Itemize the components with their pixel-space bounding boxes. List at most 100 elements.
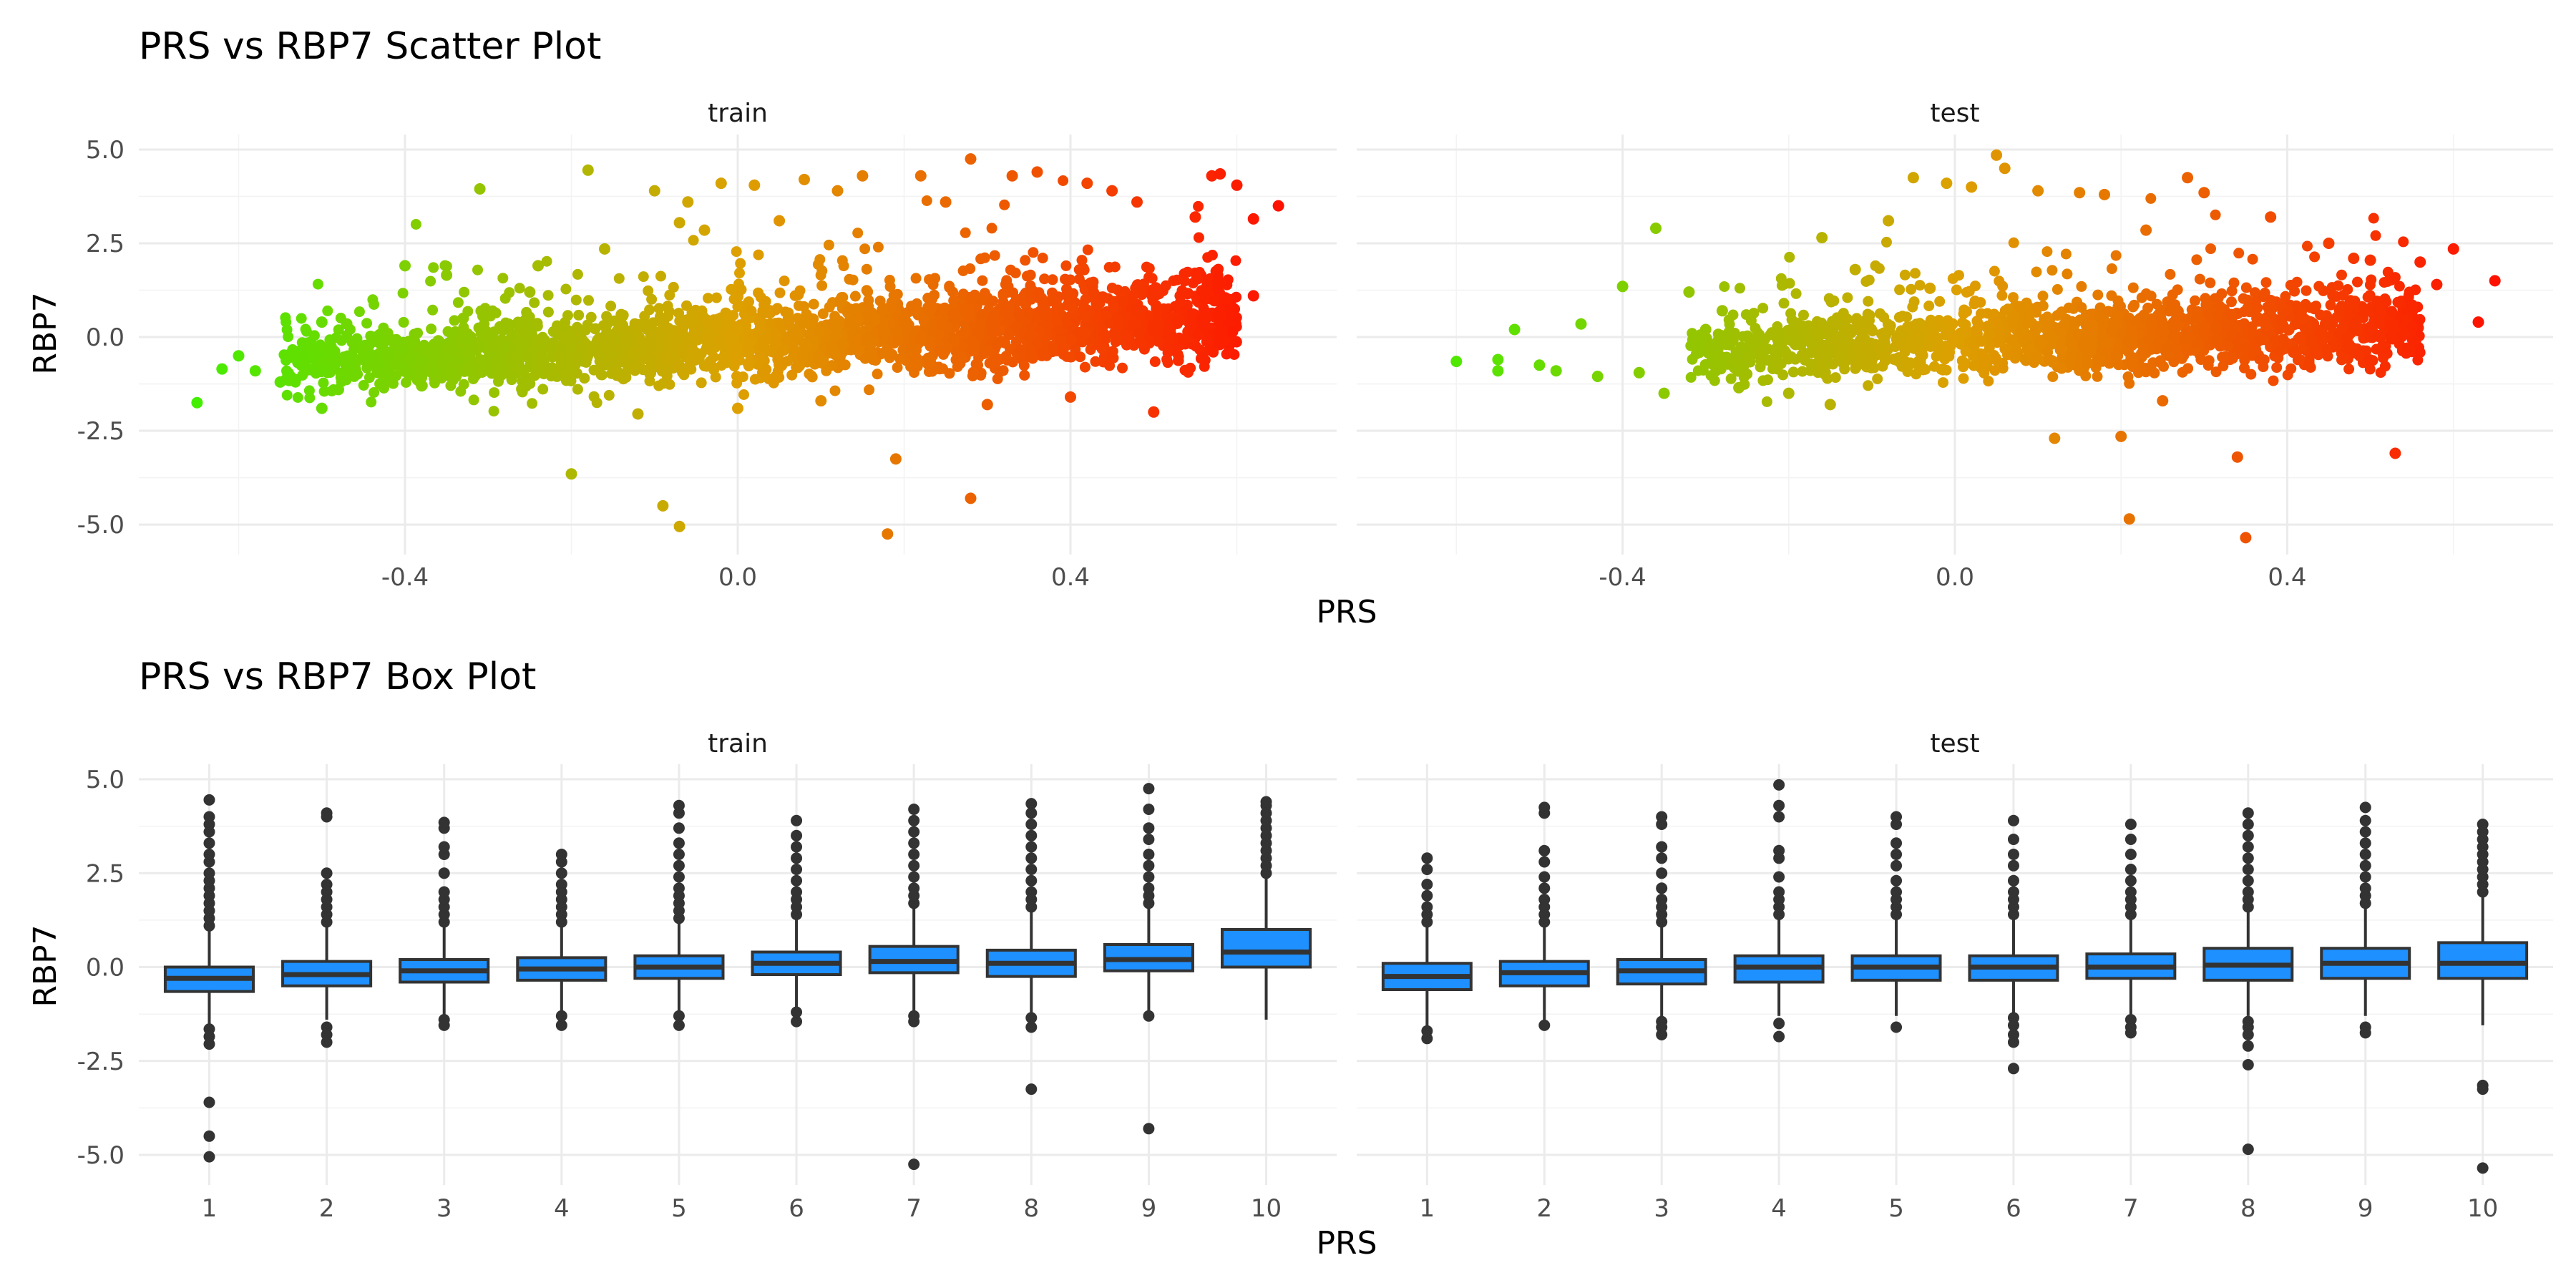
scatter-point <box>2031 266 2042 278</box>
scatter-point <box>814 254 826 265</box>
scatter-point <box>2392 296 2404 308</box>
scatter-point <box>2289 286 2301 297</box>
scatter-point <box>715 177 727 190</box>
scatter-point <box>957 351 968 363</box>
scatter-point <box>813 326 824 338</box>
scatter-point <box>2210 322 2222 333</box>
scatter-point <box>1839 364 1850 375</box>
scatter-point <box>2260 321 2271 332</box>
scatter-point <box>892 326 903 337</box>
scatter-point <box>1213 338 1224 349</box>
scatter-point <box>673 520 686 532</box>
scatter-point <box>2101 337 2112 348</box>
scatter-point <box>2271 362 2283 374</box>
scatter-point <box>447 374 459 386</box>
scatter-point <box>597 332 608 343</box>
box-outlier <box>1538 871 1551 883</box>
scatter-point <box>944 368 955 379</box>
scatter-point <box>1689 337 1701 348</box>
scatter-point <box>1895 338 1906 349</box>
scatter-point <box>1814 328 1825 340</box>
y-tick-label: 2.5 <box>86 230 125 258</box>
scatter-point <box>2338 290 2349 301</box>
scatter-point <box>1031 166 1043 178</box>
box-outlier <box>673 859 685 872</box>
box-outlier <box>2242 1143 2254 1156</box>
scatter-point <box>2358 307 2370 318</box>
box-outlier <box>1025 798 1038 810</box>
scatter-point <box>2389 272 2401 283</box>
scatter-point <box>598 342 610 353</box>
box-outlier <box>2242 1040 2254 1052</box>
scatter-point <box>918 316 930 327</box>
box-outlier <box>908 1158 920 1171</box>
scatter-point <box>2190 325 2201 336</box>
scatter-x-axis-label: PRS <box>1316 594 1377 630</box>
scatter-point <box>2122 335 2133 346</box>
scatter-point <box>2275 346 2286 357</box>
scatter-point <box>2228 277 2240 288</box>
scatter-point <box>2192 338 2203 349</box>
scatter-point <box>1849 263 1861 275</box>
scatter-point <box>2062 268 2073 280</box>
scatter-point <box>876 305 887 316</box>
scatter-point <box>300 323 311 335</box>
scatter-point <box>1795 329 1806 341</box>
box-outlier <box>2242 852 2254 864</box>
scatter-point <box>233 350 245 362</box>
scatter-point <box>191 396 203 409</box>
scatter-point <box>691 322 703 333</box>
scatter-point <box>1914 280 1926 291</box>
scatter-point <box>2041 311 2053 323</box>
box-x-axis-label: PRS <box>1316 1225 1377 1262</box>
box-outlier <box>438 1019 450 1031</box>
scatter-point <box>1024 351 1035 362</box>
scatter-point <box>911 353 922 364</box>
scatter-point <box>1163 344 1174 356</box>
scatter-point <box>703 293 713 304</box>
box-outlier <box>321 867 333 879</box>
scatter-point <box>1080 328 1091 339</box>
scatter-point <box>2104 358 2115 369</box>
scatter-point <box>2080 332 2092 343</box>
scatter-point <box>960 227 971 238</box>
scatter-point <box>2316 328 2327 338</box>
scatter-point <box>1790 339 1801 351</box>
scatter-point <box>1092 313 1103 324</box>
box-outlier <box>2124 874 2137 887</box>
box-outlier <box>2359 882 2371 894</box>
box-outlier <box>321 1036 333 1048</box>
scatter-point <box>383 346 394 358</box>
scatter-point <box>882 528 894 540</box>
scatter-point <box>1208 346 1219 358</box>
scatter-point <box>456 333 467 344</box>
scatter-point <box>2313 280 2325 292</box>
scatter-point <box>1193 232 1204 243</box>
scatter-point <box>2368 213 2379 224</box>
scatter-point <box>1894 327 1906 338</box>
scatter-point <box>1863 296 1874 307</box>
box-outlier <box>1656 867 1668 879</box>
scatter-point <box>1825 343 1837 355</box>
scatter-point <box>459 286 470 298</box>
scatter-point <box>471 345 482 356</box>
scatter-point <box>2371 343 2382 355</box>
scatter-point <box>1492 353 1504 366</box>
x-tick-label: 7 <box>906 1194 922 1223</box>
scatter-point <box>774 287 786 298</box>
scatter-point <box>1992 321 2004 333</box>
scatter-point <box>2076 280 2087 292</box>
box-outlier <box>2359 826 2371 838</box>
scatter-point <box>632 408 644 420</box>
scatter-point <box>1146 273 1158 284</box>
box-outlier <box>1025 841 1038 853</box>
scatter-point <box>2065 353 2077 365</box>
scatter-point <box>1879 356 1890 367</box>
x-tick-label: 6 <box>789 1194 804 1223</box>
x-tick-label: 0.4 <box>2268 563 2306 592</box>
scatter-point <box>2407 299 2418 311</box>
scatter-point <box>541 361 552 373</box>
scatter-point <box>643 285 654 296</box>
box-outlier <box>791 886 803 898</box>
scatter-point <box>1508 323 1521 336</box>
